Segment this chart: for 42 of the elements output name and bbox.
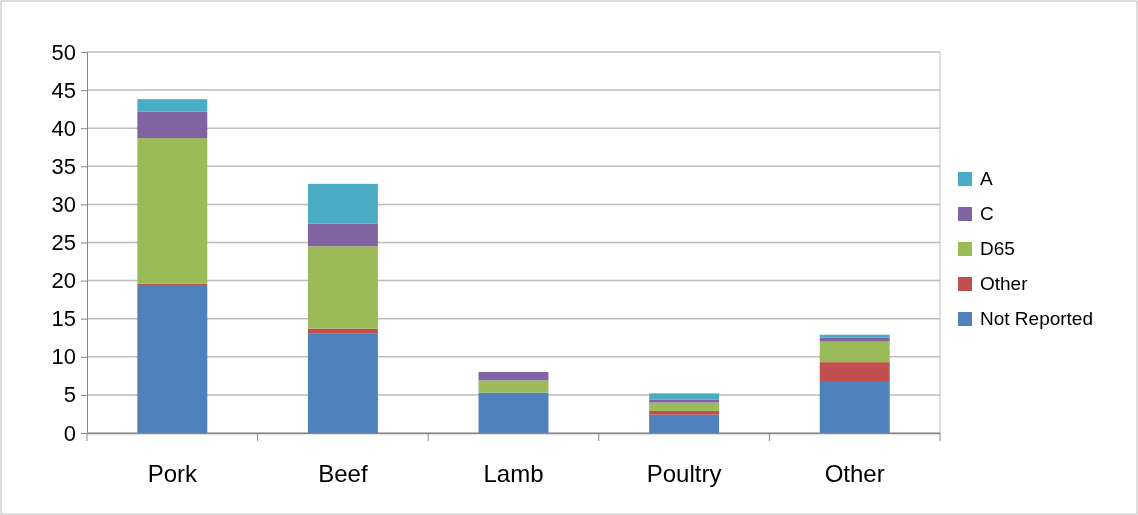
- x-tick-label: Poultry: [646, 459, 722, 487]
- legend-label: A: [980, 168, 993, 189]
- legend-label: Not Reported: [980, 308, 1094, 329]
- bar: [649, 402, 720, 411]
- bar: [478, 392, 549, 433]
- y-tick-label: 30: [51, 191, 76, 217]
- bar: [307, 223, 378, 247]
- y-tick-label: 45: [51, 77, 76, 103]
- bar: [137, 111, 208, 139]
- y-tick-label: 15: [51, 306, 76, 332]
- y-tick-label: 0: [63, 420, 76, 446]
- x-tick-label: Lamb: [483, 459, 544, 487]
- bar: [307, 183, 378, 224]
- bar: [478, 380, 549, 393]
- y-tick-label: 5: [63, 382, 76, 408]
- bar: [649, 414, 720, 433]
- bar: [819, 341, 890, 363]
- y-tick-label: 10: [51, 344, 76, 370]
- bar: [307, 333, 378, 433]
- bar: [819, 381, 890, 433]
- bar: [819, 334, 890, 338]
- x-tick-label: Other: [824, 459, 885, 487]
- bar: [307, 246, 378, 329]
- y-tick-label: 20: [51, 268, 76, 294]
- bar: [478, 372, 549, 381]
- bar: [649, 410, 720, 415]
- x-tick-label: Beef: [318, 459, 368, 487]
- y-tick-label: 50: [51, 39, 76, 65]
- legend-label: C: [980, 203, 994, 224]
- bar: [137, 138, 208, 284]
- legend-label: Other: [980, 273, 1029, 294]
- bar: [649, 399, 720, 403]
- x-tick-label: Pork: [147, 459, 198, 487]
- bar: [137, 285, 208, 433]
- legend-label: D65: [980, 238, 1015, 259]
- bar: [819, 362, 890, 382]
- bar: [819, 337, 890, 342]
- y-tick-label: 25: [51, 230, 76, 256]
- bar: [649, 393, 720, 400]
- y-tick-label: 40: [51, 115, 76, 141]
- bar: [137, 99, 208, 112]
- y-tick-label: 35: [51, 153, 76, 179]
